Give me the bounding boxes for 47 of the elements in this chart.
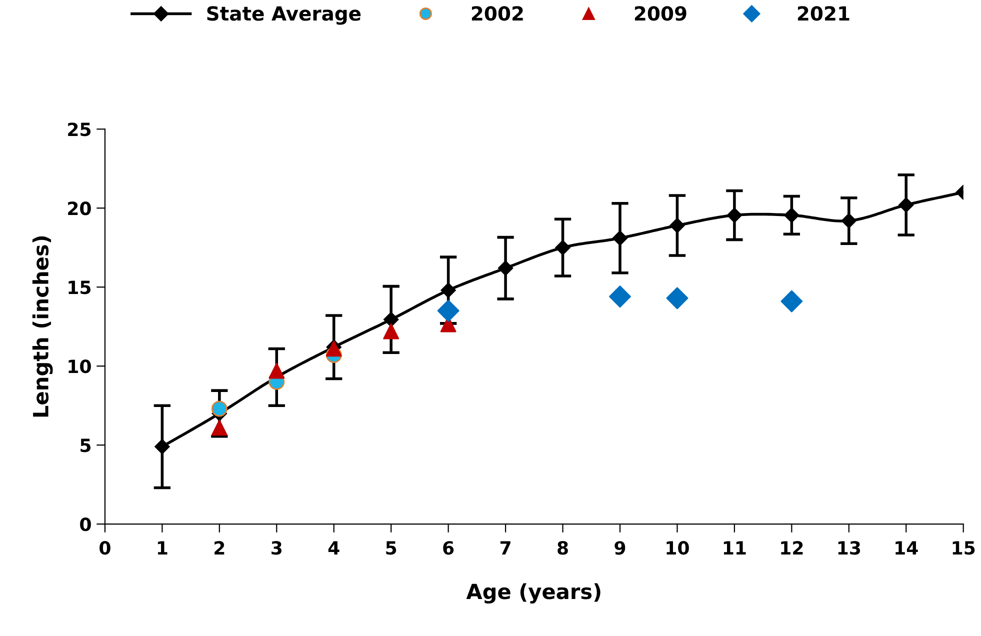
x-tick-label: 15 (952, 541, 975, 555)
point (498, 260, 514, 276)
legend-label: 2009 (634, 6, 686, 21)
point (898, 197, 914, 213)
point (211, 400, 228, 417)
x-tick-label: 1 (158, 541, 168, 554)
x-tick-label: 4 (328, 541, 340, 554)
point (612, 230, 628, 246)
legend-label: 2002 (472, 6, 523, 21)
point (384, 312, 399, 328)
point (670, 218, 685, 234)
point (437, 300, 460, 322)
x-tick-label: 7 (500, 541, 510, 554)
x-tick-label: 14 (896, 541, 918, 554)
y-tick-label: 25 (68, 122, 91, 136)
point (726, 208, 742, 223)
x-tick-label: 6 (443, 541, 454, 555)
y-tick-label: 15 (68, 280, 91, 294)
y-tick-label: 0 (80, 518, 91, 532)
point (608, 286, 631, 308)
y-axis-title: Length (inches) (32, 236, 53, 417)
x-tick-label: 13 (838, 541, 860, 555)
point (154, 439, 170, 454)
x-tick-label: 8 (558, 541, 568, 555)
x-tick-label: 11 (724, 541, 746, 554)
point (555, 240, 570, 256)
point (211, 420, 228, 436)
x-tick-label: 3 (272, 541, 282, 555)
point (268, 362, 285, 379)
point (841, 213, 856, 228)
x-tick-label: 5 (386, 541, 396, 555)
point (666, 287, 688, 310)
x-tick-label: 0 (100, 541, 110, 555)
legend-label: State Average (207, 6, 361, 25)
y-tick-label: 5 (80, 438, 91, 452)
x-tick-label: 9 (614, 541, 626, 555)
x-tick-label: 2 (214, 541, 224, 554)
point (784, 208, 800, 223)
point (780, 290, 803, 312)
y-tick-label: 10 (68, 360, 91, 374)
x-axis-title: Age (years) (466, 583, 600, 604)
legend-label: 2021 (798, 6, 850, 21)
x-tick-label: 10 (666, 541, 689, 555)
point (383, 323, 400, 340)
y-tick-label: 20 (68, 202, 91, 216)
point (440, 282, 456, 298)
x-tick-label: 12 (781, 541, 803, 554)
